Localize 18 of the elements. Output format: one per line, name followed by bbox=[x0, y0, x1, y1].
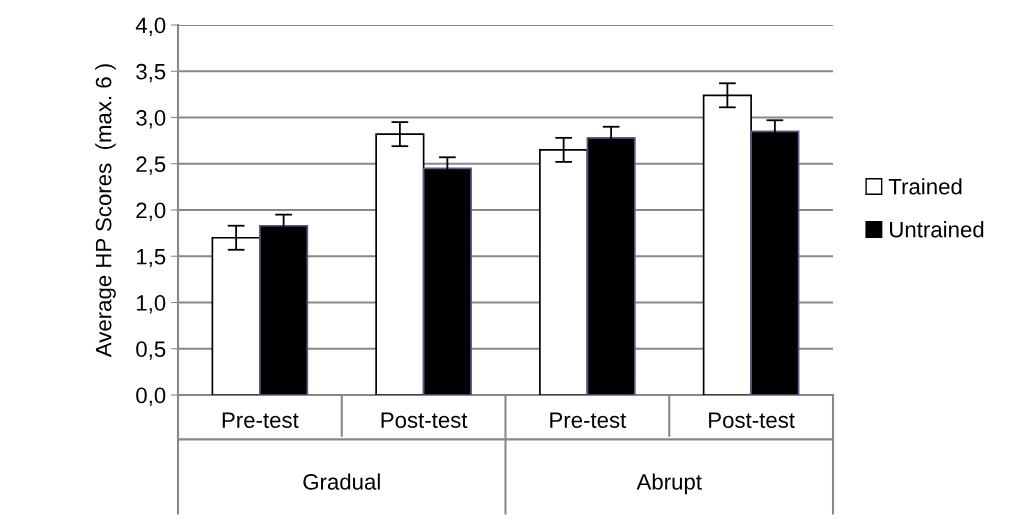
legend-label: Trained bbox=[888, 178, 962, 195]
y-tick-label: 1,0 bbox=[137, 295, 166, 314]
x-tick-label: Pre-test bbox=[550, 412, 627, 428]
legend-label: Untrained bbox=[890, 221, 984, 238]
x-tick-label: Pre-test bbox=[222, 412, 299, 428]
text: Abrupt bbox=[636, 473, 702, 495]
y-tick-label: 0,0 bbox=[136, 387, 166, 406]
y-axis-title: Average HP Scores (max. 6 ) bbox=[95, 64, 116, 358]
y-tick-label: 0,5 bbox=[136, 341, 166, 360]
y-tick-label: 2,5 bbox=[136, 156, 166, 175]
y-tick-label: 1,5 bbox=[137, 249, 166, 268]
text: Gradual bbox=[303, 473, 380, 490]
y-tick-label: 2,0 bbox=[136, 202, 166, 221]
x-tick-label: Post-test bbox=[709, 412, 795, 428]
x-tick-label: Post-test bbox=[381, 412, 468, 428]
y-tick-label: 3,0 bbox=[136, 110, 166, 129]
y-tick-label: 3,5 bbox=[136, 63, 166, 83]
y-tick-label: 4,0 bbox=[135, 17, 166, 36]
